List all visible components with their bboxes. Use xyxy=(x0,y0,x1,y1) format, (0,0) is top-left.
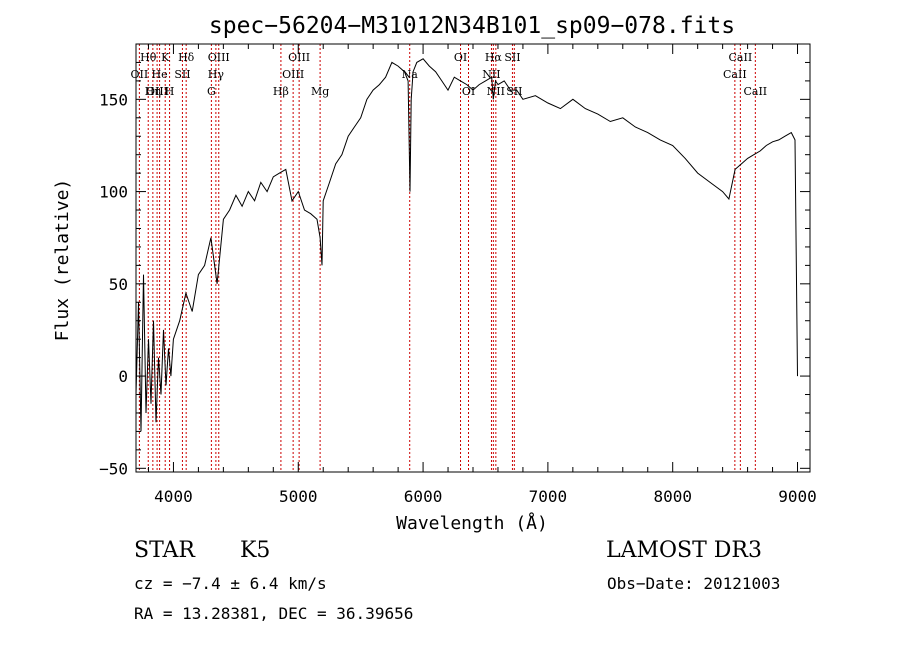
spectral-line-label: Hβ xyxy=(273,85,289,98)
y-tick-label: 150 xyxy=(99,90,128,109)
spectral-line-label: Hγ xyxy=(208,68,225,81)
spectral-line-label: NII xyxy=(482,68,500,81)
spectral-line-label: Na xyxy=(402,68,419,81)
spectral-line-label: Hδ xyxy=(178,51,195,64)
spectral-line-label: G xyxy=(207,85,216,98)
spectral-line-label: OIII xyxy=(282,68,304,81)
redshift-velocity: cz = −7.4 ± 6.4 km/s xyxy=(134,574,327,593)
spectral-line-label: OI xyxy=(454,51,467,64)
line-markers xyxy=(138,44,756,472)
spectrum-line xyxy=(135,58,798,432)
spectral-line-label: He xyxy=(152,68,168,81)
x-axis: 4000 5000 6000 7000 8000 9000 xyxy=(147,44,817,506)
spectral-line-label: OI xyxy=(462,85,475,98)
spectral-line-label: NII xyxy=(487,85,505,98)
spectral-line-label: Hα xyxy=(485,51,503,64)
y-axis: −50 0 50 100 150 xyxy=(99,61,810,478)
spectral-line-label: OIII xyxy=(146,85,168,98)
spectral-line-label: OII xyxy=(131,68,149,81)
spectral-line-label: OIII xyxy=(288,51,310,64)
spectral-line-label: SII xyxy=(506,85,522,98)
y-tick-label: −50 xyxy=(99,459,128,478)
x-tick-label: 7000 xyxy=(529,487,568,506)
spectral-line-label: CaII xyxy=(729,51,753,64)
y-tick-label: 0 xyxy=(118,367,128,386)
spectral-line-label: SII xyxy=(174,68,190,81)
object-class: STAR xyxy=(134,538,195,563)
spectral-line-label: H xyxy=(165,85,175,98)
plot-frame xyxy=(135,43,811,473)
x-tick-label: 6000 xyxy=(404,487,443,506)
spectral-line-label: CaII xyxy=(743,85,767,98)
spectral-line-label: Hη xyxy=(145,85,161,98)
spectral-line-label: OIII xyxy=(208,51,230,64)
survey-name: LAMOST DR3 xyxy=(606,538,762,563)
observation-date: Obs−Date: 20121003 xyxy=(607,574,781,593)
x-tick-label: 9000 xyxy=(778,487,817,506)
spectral-line-label: Hθ xyxy=(140,51,157,64)
spectral-line-label: CaII xyxy=(723,68,747,81)
x-tick-label: 4000 xyxy=(154,487,193,506)
spectral-line-label: Mg xyxy=(311,85,329,98)
x-tick-label: 5000 xyxy=(279,487,318,506)
coordinates: RA = 13.28381, DEC = 36.39656 xyxy=(134,604,414,623)
x-tick-label: 8000 xyxy=(653,487,692,506)
spectral-line-label: SII xyxy=(504,51,520,64)
y-tick-label: 50 xyxy=(109,275,128,294)
spectral-line-label: K xyxy=(161,51,170,64)
line-marker-labels: Hθ OII OIII K He Hη H Hδ SII OIII Hγ G OIII OIII Hβ Mg N… xyxy=(131,51,768,98)
chart-title: spec−56204−M31012N34B101_sp09−078.fits xyxy=(209,13,735,39)
y-axis-label: Flux (relative) xyxy=(52,179,73,342)
object-subclass: K5 xyxy=(240,538,271,563)
y-tick-label: 100 xyxy=(99,183,128,202)
x-axis-label: Wavelength (Å) xyxy=(396,512,548,534)
